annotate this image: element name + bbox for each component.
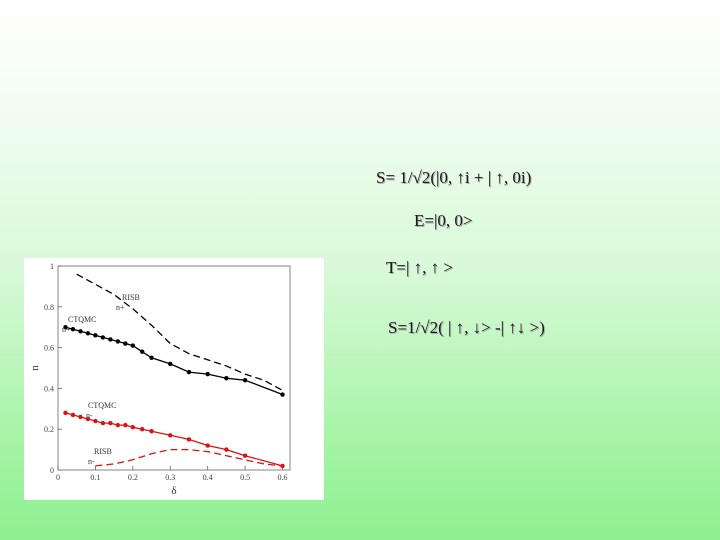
y-tick-label: 0.8: [44, 303, 54, 312]
label-ctqmc-top: CTQMC: [68, 315, 96, 324]
series-1-line: [65, 326, 283, 396]
series-2-point: [186, 437, 192, 442]
y-tick-label: 0.2: [44, 425, 54, 434]
series-1-point: [123, 341, 128, 346]
series-0-line: [76, 273, 283, 391]
series-2-point: [115, 422, 121, 428]
series-1-point: [139, 349, 145, 354]
label-n-plus-black: n+: [62, 325, 71, 334]
series-1-point: [224, 376, 229, 381]
series-2-point: [149, 429, 154, 434]
equation-empty: E=|0, 0>: [414, 211, 473, 230]
series-2-point: [224, 447, 229, 452]
y-tick-label: 0.4: [44, 384, 54, 393]
equation-singlet-1: S= 1/√2(|0, ↑i + | ↑, 0i): [376, 168, 532, 187]
series-2-point: [85, 416, 91, 422]
series-3-line: [95, 448, 283, 467]
label-ctqmc-red: CTQMC: [88, 401, 116, 410]
series-1-point: [70, 327, 76, 332]
plot-frame: [57, 265, 291, 471]
label-n-minus-bottom: n-: [88, 457, 95, 466]
series-2-point: [139, 427, 145, 432]
label-risb-top: RISB: [122, 293, 140, 302]
x-tick-label: 0.1: [90, 473, 100, 482]
label-n-minus-red: n-: [86, 411, 93, 420]
x-tick-label: 0.6: [278, 473, 288, 482]
series-1-point: [242, 378, 248, 383]
series-2-point: [168, 433, 173, 438]
series-2-point: [130, 424, 136, 430]
series-2-point: [100, 420, 106, 426]
x-tick-label: 0: [56, 473, 60, 482]
x-tick-label: 0.4: [203, 473, 213, 482]
series-2-line: [65, 412, 283, 467]
series-2-point: [93, 418, 98, 424]
y-tick-label: 0: [50, 466, 54, 475]
series-1-point: [85, 331, 91, 336]
series-2-point: [70, 412, 76, 418]
equation-singlet-2: S=1/√2( | ↑, ↓> -| ↑↓ >): [388, 318, 545, 337]
series-1-point: [280, 392, 285, 397]
label-risb-bottom: RISB: [94, 447, 112, 456]
chart-figure: 0 0.1 0.2 0.3 0.4 0.5 0.6 0 0.2 0.4 0.6 0.8 1 δ n RISB n…: [24, 258, 324, 500]
y-tick-label: 0.6: [44, 344, 54, 353]
series-1-point: [115, 339, 121, 344]
y-axis-label: n: [29, 365, 41, 371]
x-tick-label: 0.5: [240, 473, 250, 482]
series-2-point: [63, 410, 68, 416]
series-1-point: [63, 325, 68, 330]
series-2-point: [108, 420, 113, 426]
series-1-point: [100, 335, 106, 340]
series-1-point: [108, 337, 113, 342]
x-tick-label: 0.2: [128, 473, 138, 482]
series-1-point: [149, 355, 154, 360]
x-axis-label: δ: [171, 485, 176, 497]
label-n-plus-top: n+: [116, 303, 125, 312]
x-tick-label: 0.3: [165, 473, 175, 482]
occupation-chart: 0 0.1 0.2 0.3 0.4 0.5 0.600.20.40.60.81δnRISBn…: [29, 262, 291, 497]
y-tick-label: 1: [50, 262, 54, 271]
series-1-point: [93, 333, 98, 338]
series-2-point: [205, 443, 210, 448]
series-2-point: [78, 414, 83, 420]
series-1-point: [168, 361, 173, 367]
series-1-point: [78, 329, 83, 334]
series-1-point: [130, 343, 136, 348]
series-2-point: [280, 463, 285, 469]
series-2-point: [242, 453, 248, 458]
series-1-point: [186, 369, 192, 375]
series-2-point: [123, 422, 128, 428]
equation-triplet: T=| ↑, ↑ >: [386, 258, 453, 277]
series-1-point: [205, 371, 210, 377]
